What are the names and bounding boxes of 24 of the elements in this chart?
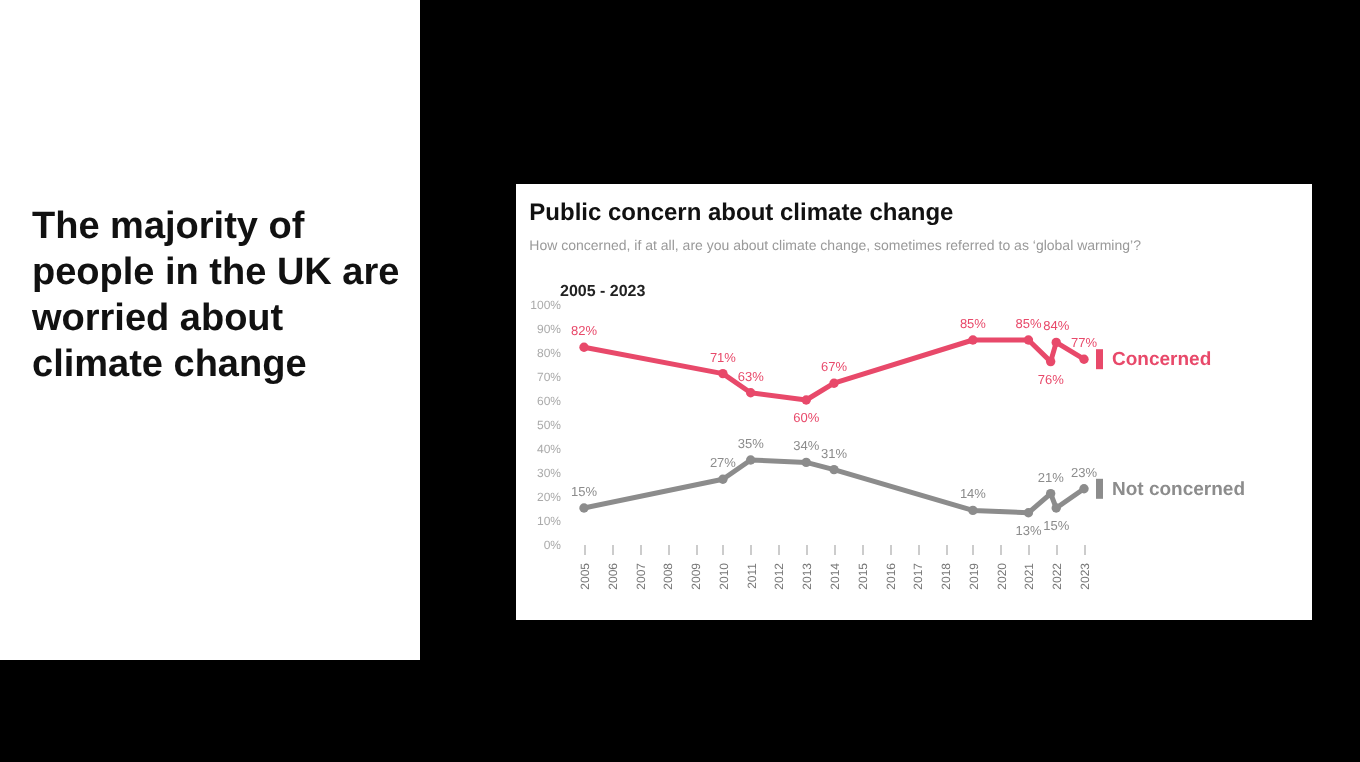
point bbox=[1023, 508, 1034, 518]
point bbox=[1079, 484, 1089, 494]
point bbox=[579, 503, 589, 513]
point bbox=[718, 474, 728, 484]
text: 2005 - 2023 bbox=[560, 282, 646, 300]
point bbox=[579, 342, 589, 352]
chart-title: Public concern about climate change bbox=[529, 198, 955, 226]
point bbox=[718, 368, 728, 379]
point bbox=[745, 388, 756, 398]
text: The majority of people in the UK are worried about climate change bbox=[32, 204, 402, 388]
point bbox=[829, 464, 839, 475]
point bbox=[1051, 503, 1061, 513]
point bbox=[1079, 354, 1089, 364]
point bbox=[1045, 488, 1056, 499]
legend-label: Concerned bbox=[1112, 349, 1212, 372]
point bbox=[968, 335, 978, 345]
point bbox=[968, 505, 978, 516]
point bbox=[801, 395, 811, 405]
point bbox=[1023, 335, 1034, 345]
point bbox=[829, 378, 839, 388]
point bbox=[1051, 337, 1061, 348]
point bbox=[801, 457, 811, 468]
point bbox=[745, 455, 756, 465]
legend-label: Not concerned bbox=[1112, 478, 1246, 501]
